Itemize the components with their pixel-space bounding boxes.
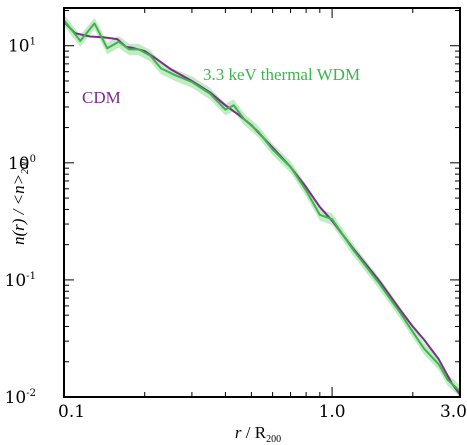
y-tick-label: 100	[8, 154, 36, 174]
annotation-wdm: 3.3 keV thermal WDM	[203, 65, 360, 84]
y-tick-label-exponent: 1	[30, 37, 36, 48]
y-axis-label-group: n(r) / <n>200	[9, 159, 31, 245]
series-line-layer	[63, 19, 461, 396]
y-tick-label-exponent: 0	[30, 154, 36, 165]
y-tick-label-base: 10	[5, 388, 27, 408]
plot-frame	[63, 7, 461, 398]
y-tick-label-base: 10	[8, 154, 30, 174]
y-tick-label-base: 10	[8, 37, 30, 57]
y-axis-label: n(r) / <n>200	[9, 159, 31, 245]
x-tick-label: 3.0	[440, 402, 467, 422]
y-tick-label: 101	[8, 37, 36, 57]
y-tick-label-exponent: -1	[26, 271, 36, 282]
x-axis-label-sub: 200	[266, 434, 281, 445]
x-tick-label: 0.1	[58, 402, 85, 422]
y-tick-label: 10-2	[5, 388, 36, 408]
annotation-cdm: CDM	[82, 88, 121, 107]
y-tick-label: 10-1	[5, 271, 36, 291]
y-axis-label-main: n(r) / <n>	[9, 174, 28, 245]
y-tick-label-exponent: -2	[26, 388, 36, 399]
series-line-wdm	[63, 19, 461, 392]
x-axis-label: r / R200	[235, 423, 281, 445]
x-axis-label-main: r	[235, 423, 242, 442]
y-axis-label-sub: 200	[20, 159, 31, 174]
y-tick-label-base: 10	[5, 271, 27, 291]
x-axis-label-sep: / R	[242, 423, 267, 442]
x-tick-label: 1.0	[319, 402, 346, 422]
